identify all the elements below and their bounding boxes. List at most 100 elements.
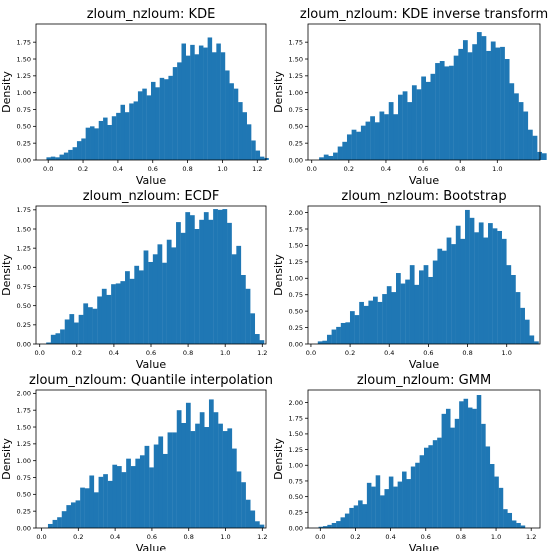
histogram-bar: [428, 276, 433, 344]
x-tick-label: 0.8: [182, 165, 192, 173]
y-tick-label: 2.00: [17, 390, 31, 398]
histogram-bar: [203, 212, 209, 344]
histogram-bar: [481, 36, 487, 161]
histogram-bar: [382, 294, 387, 344]
histogram-bar: [74, 322, 79, 344]
x-tick-label: 0.6: [423, 349, 433, 357]
histogram-bar: [516, 522, 521, 528]
histogram-bar: [373, 296, 378, 344]
subplot-2: 0.0 0.2 0.4 0.6 0.8 1.0 0.00 0.25 0.50 0.75 1.00 1.…: [272, 7, 548, 187]
y-tick-label: 1.00: [289, 462, 303, 470]
subplot-3: 0.0 0.2 0.4 0.6 0.8 1.0 1.2 0.00 0.25 0.50 0.75 1.0…: [0, 189, 267, 371]
histogram-bar: [489, 464, 495, 528]
histogram-bar: [185, 55, 191, 160]
histogram-bar: [144, 445, 150, 528]
histogram-bar: [84, 488, 90, 528]
histogram-bar: [116, 466, 122, 528]
histogram-bar: [435, 63, 440, 160]
histogram-bar: [409, 265, 415, 344]
histogram-bar: [439, 61, 445, 160]
histogram-bar: [87, 307, 93, 344]
subplot-1: 0.0 0.2 0.4 0.6 0.8 1.0 1.2 0.00 0.25 0.50 0.75 1.0…: [0, 7, 269, 187]
y-tick-label: 1.50: [17, 423, 31, 431]
histogram-bar: [500, 46, 505, 160]
histogram-bar: [511, 520, 517, 528]
histogram-bar: [133, 101, 139, 160]
x-tick-label: 0.8: [456, 533, 466, 541]
histogram-bar: [176, 410, 182, 528]
histogram-bar: [523, 111, 529, 160]
histogram-bar: [337, 146, 343, 160]
histogram-bar: [371, 486, 376, 528]
histogram-bar: [129, 278, 135, 344]
x-tick-label: 0.8: [184, 533, 194, 541]
x-axis-label: Value: [409, 542, 439, 551]
histogram-bar: [94, 128, 99, 160]
histogram-bar: [374, 122, 380, 160]
histogram-bar: [453, 55, 459, 160]
histogram-bar: [359, 301, 364, 344]
histogram-bar: [319, 157, 324, 160]
chart-title: zloum_nzloum: Bootstrap: [341, 189, 506, 204]
histogram-bar: [532, 135, 538, 160]
histogram-bar: [199, 412, 205, 528]
y-tick-label: 0.50: [289, 123, 303, 131]
histogram-bar: [370, 116, 375, 160]
histogram-bar: [449, 65, 454, 160]
histogram-bar: [101, 288, 107, 344]
histogram-bar: [432, 260, 438, 344]
histogram-bar: [139, 455, 145, 528]
histogram-bar: [217, 209, 223, 344]
histogram-bar: [142, 88, 147, 160]
histogram-bar: [318, 526, 324, 528]
histogram-bar: [259, 340, 265, 344]
histogram-bar: [354, 315, 360, 344]
histogram-bar: [90, 126, 95, 160]
histogram-bar: [181, 43, 186, 160]
histogram-bar: [180, 232, 186, 344]
histogram-bar: [424, 447, 429, 528]
x-tick-label: 0.2: [345, 349, 355, 357]
histogram-bar: [368, 300, 374, 344]
histogram-bar: [386, 286, 392, 344]
histogram-bar: [349, 311, 355, 344]
histogram-bar: [75, 500, 81, 528]
y-axis-label: Density: [272, 254, 285, 296]
histogram-bar: [501, 238, 507, 344]
histogram-bar: [331, 329, 337, 344]
y-tick-label: 0.25: [17, 507, 31, 515]
x-tick-label: 1.2: [252, 165, 262, 173]
histogram-bar: [112, 464, 118, 528]
histogram-bar: [421, 76, 427, 160]
histogram-bar: [377, 301, 383, 344]
histogram-bar: [375, 475, 381, 528]
histogram-bar: [55, 157, 60, 160]
histogram-bar: [327, 524, 332, 528]
y-axis-label: Density: [0, 438, 13, 480]
histogram-bar: [398, 94, 403, 160]
histogram-bar: [485, 446, 491, 528]
histogram-bar: [162, 262, 167, 344]
x-tick-label: 0.6: [148, 165, 158, 173]
histogram-bar: [158, 436, 164, 528]
histogram-bar: [185, 402, 191, 528]
histogram-bar: [135, 458, 141, 528]
histogram-bar: [98, 476, 104, 528]
histogram-bar: [455, 225, 461, 344]
histogram-bar: [437, 437, 442, 528]
histogram-bar: [259, 524, 265, 528]
histogram-bar: [402, 471, 407, 528]
histogram-bar: [138, 270, 144, 344]
histogram-bar: [497, 230, 502, 344]
x-tick-label: 0.2: [78, 165, 88, 173]
histogram-bar: [446, 237, 452, 344]
y-tick-label: 2.00: [289, 399, 303, 407]
histogram-bar: [488, 223, 493, 344]
y-tick-label: 1.00: [289, 275, 303, 283]
histogram-bar: [365, 121, 371, 160]
histogram-bar: [397, 481, 403, 528]
histogram-bar: [164, 79, 169, 160]
y-tick-label: 1.50: [289, 55, 303, 63]
histogram-bar: [474, 232, 479, 344]
